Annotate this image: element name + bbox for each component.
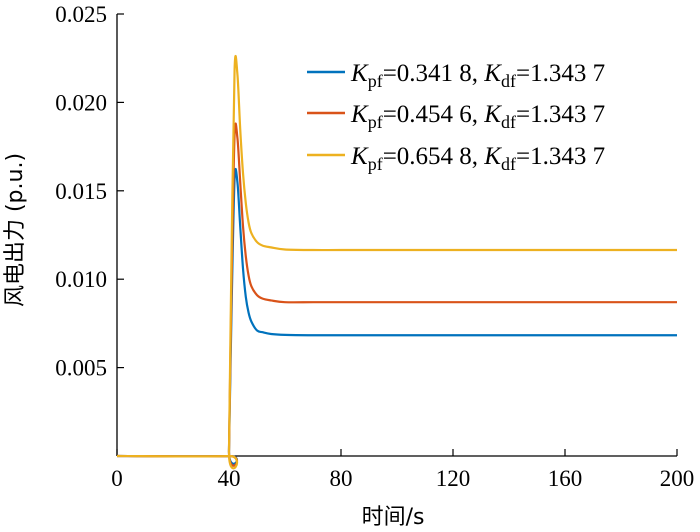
x-tick-label: 200	[660, 466, 695, 491]
series-line-3	[116, 54, 677, 470]
y-tick-label: 0.020	[55, 90, 107, 115]
x-tick-label: 160	[548, 466, 583, 491]
legend: Kpf=0.341 8, Kdf=1.343 7 Kpf=0.454 6, Kdf…	[307, 60, 605, 174]
x-tick-label: 0	[111, 466, 123, 491]
y-tick-label: 0.015	[55, 179, 107, 204]
legend-item-2: Kpf=0.454 6, Kdf=1.343 7	[307, 101, 605, 132]
legend-label: Kpf=0.341 8, Kdf=1.343 7	[350, 60, 605, 91]
series-layer	[116, 54, 677, 470]
y-axis-title: 风电出力 (p.u.)	[3, 153, 28, 307]
x-axis-title: 时间/s	[362, 505, 425, 530]
series-line-2	[116, 122, 677, 467]
y-tick-label: 0.010	[55, 267, 107, 292]
y-tick-label: 0.025	[55, 2, 107, 27]
legend-item-1: Kpf=0.341 8, Kdf=1.343 7	[307, 60, 605, 91]
series-line-1	[116, 167, 677, 465]
axes: 0 40 80 120 160 200 0.005 0.010 0.015 0.020 0.025	[55, 2, 694, 491]
x-tick-label: 40	[218, 466, 241, 491]
y-tick-label: 0.005	[55, 356, 107, 381]
x-tick-label: 80	[330, 466, 353, 491]
legend-label: Kpf=0.454 6, Kdf=1.343 7	[350, 101, 605, 132]
legend-item-3: Kpf=0.654 8, Kdf=1.343 7	[307, 143, 605, 174]
legend-label: Kpf=0.654 8, Kdf=1.343 7	[350, 143, 605, 174]
x-tick-label: 120	[436, 466, 471, 491]
